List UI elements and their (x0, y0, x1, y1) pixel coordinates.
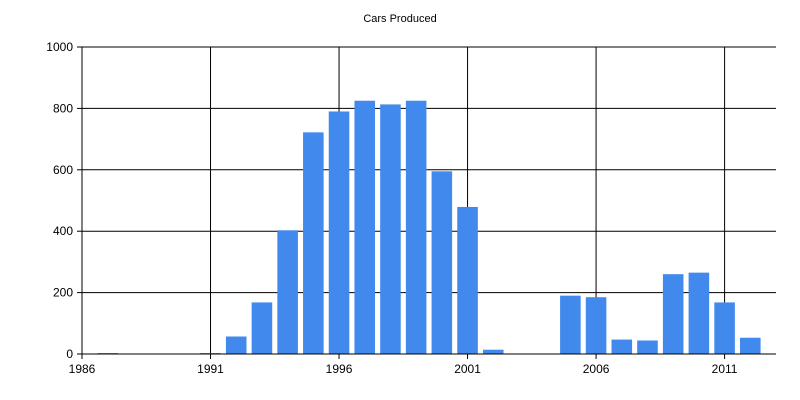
bars (97, 100, 761, 354)
bar (431, 171, 453, 354)
bar (328, 111, 350, 354)
bar (457, 206, 478, 354)
axes (77, 46, 776, 359)
bar (714, 302, 735, 354)
gridlines (81, 46, 776, 355)
y-tick-label: 600 (53, 163, 73, 177)
x-tick-label: 2011 (712, 362, 738, 376)
y-tick-label: 1000 (46, 40, 73, 54)
bar (482, 349, 504, 354)
x-tick-label: 2006 (583, 362, 610, 376)
y-tick-label: 800 (53, 101, 73, 115)
bar (585, 297, 607, 354)
bar (380, 104, 401, 354)
bar (405, 100, 427, 354)
x-tick-label: 1991 (197, 362, 224, 376)
bar (611, 339, 633, 354)
bar (637, 340, 658, 354)
x-tick-label: 1996 (326, 362, 353, 376)
bar (740, 337, 761, 354)
x-tick-label: 2001 (454, 362, 481, 376)
bar (560, 295, 581, 354)
y-tick-label: 0 (66, 347, 73, 361)
tick-labels: 0 200 400 600 800 1000 1986 1991 1996 2001 2006 201… (46, 40, 738, 376)
bar (251, 302, 273, 354)
bar (662, 274, 684, 354)
y-tick-label: 200 (53, 286, 73, 300)
bar (688, 272, 710, 354)
bar (225, 336, 247, 354)
chart-title: Cars Produced (363, 13, 436, 25)
x-tick-label: 1986 (69, 362, 96, 376)
bar (277, 230, 298, 354)
y-tick-label: 400 (53, 224, 73, 238)
bar (303, 132, 324, 354)
bar (354, 100, 376, 354)
